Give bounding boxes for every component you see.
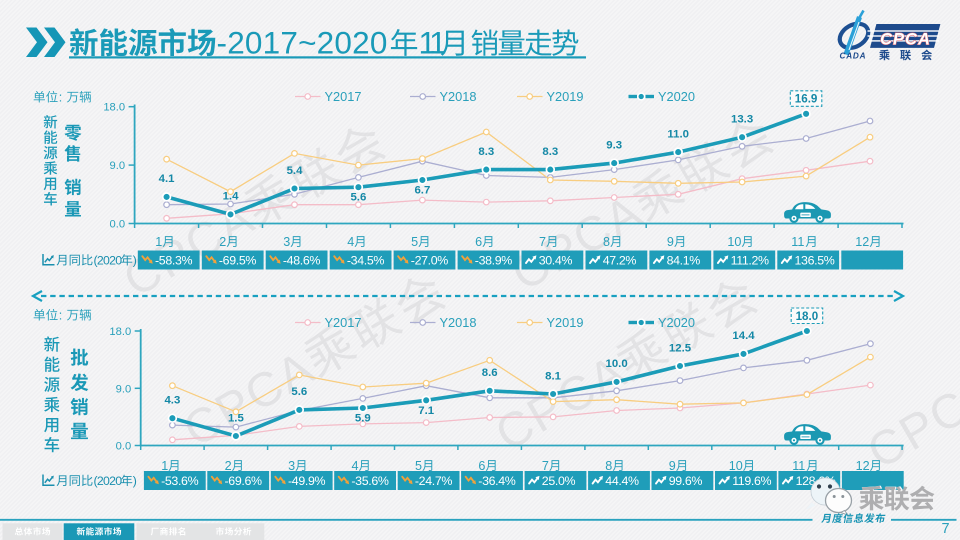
svg-text:9: 9 [669, 459, 676, 473]
svg-text:9.3: 9.3 [606, 139, 622, 151]
svg-text:-48.6%: -48.6% [283, 253, 320, 267]
svg-text:6: 6 [478, 459, 485, 473]
svg-text:-24.7%: -24.7% [415, 474, 452, 488]
svg-text:-38.9%: -38.9% [475, 253, 512, 267]
svg-text:Y2019: Y2019 [547, 89, 584, 104]
svg-text:3: 3 [283, 235, 290, 249]
svg-text:10: 10 [729, 459, 743, 473]
svg-text:(2020: (2020 [94, 254, 123, 268]
svg-text:47.2%: 47.2% [603, 253, 637, 267]
svg-text:12: 12 [856, 459, 870, 473]
svg-text:12.5: 12.5 [669, 342, 692, 354]
svg-text:7: 7 [941, 521, 949, 537]
svg-text:CPCA: CPCA [503, 185, 652, 302]
svg-text:2: 2 [219, 235, 226, 249]
svg-text::: : [59, 91, 63, 105]
svg-text:-36.4%: -36.4% [478, 474, 515, 488]
svg-text:): ) [133, 474, 137, 488]
svg-text:3: 3 [288, 459, 295, 473]
svg-text:99.6%: 99.6% [669, 474, 703, 488]
svg-text:10: 10 [727, 235, 741, 249]
svg-text:4: 4 [347, 235, 354, 249]
svg-text:5.6: 5.6 [350, 192, 366, 204]
svg-text:7.1: 7.1 [418, 405, 434, 417]
svg-text:Y2017: Y2017 [325, 315, 362, 330]
svg-text:18.0: 18.0 [103, 102, 125, 114]
svg-text:0.0: 0.0 [116, 441, 132, 453]
svg-text:-53.6%: -53.6% [161, 474, 198, 488]
svg-text:5: 5 [415, 459, 422, 473]
svg-text:9.0: 9.0 [116, 383, 132, 395]
svg-text::: : [59, 309, 63, 323]
svg-text:5.4: 5.4 [287, 165, 303, 177]
svg-text:1.5: 1.5 [228, 412, 244, 424]
svg-text:): ) [133, 254, 137, 268]
svg-text:12: 12 [855, 235, 869, 249]
svg-text:84.1%: 84.1% [667, 253, 701, 267]
svg-text:(2020: (2020 [94, 474, 123, 488]
svg-text:Y2018: Y2018 [440, 89, 477, 104]
svg-text:5.6: 5.6 [291, 386, 307, 398]
svg-text:8: 8 [603, 235, 610, 249]
svg-text:18.0: 18.0 [109, 326, 131, 338]
svg-text:4.1: 4.1 [159, 173, 175, 185]
svg-text:11: 11 [792, 459, 805, 473]
svg-text:25.0%: 25.0% [542, 474, 576, 488]
svg-text:9.0: 9.0 [110, 160, 126, 172]
svg-text:8.1: 8.1 [545, 370, 561, 382]
svg-text:-35.6%: -35.6% [351, 474, 388, 488]
svg-text:10.0: 10.0 [606, 358, 628, 370]
svg-text:30.4%: 30.4% [539, 253, 573, 267]
svg-text:8.3: 8.3 [478, 146, 494, 158]
svg-text:18.0: 18.0 [796, 310, 819, 323]
svg-text:8.3: 8.3 [542, 146, 558, 158]
svg-text:-34.5%: -34.5% [347, 253, 384, 267]
svg-text:4: 4 [352, 459, 359, 473]
svg-text:7: 7 [539, 235, 546, 249]
svg-text:7: 7 [542, 459, 549, 473]
svg-text:0.0: 0.0 [110, 219, 126, 231]
svg-text:CPCA: CPCA [859, 363, 960, 480]
svg-text:6.7: 6.7 [414, 185, 430, 197]
svg-text:-27.0%: -27.0% [411, 253, 448, 267]
svg-text:CPCA: CPCA [880, 30, 931, 48]
svg-text:44.4%: 44.4% [605, 474, 639, 488]
svg-text:16.9: 16.9 [795, 93, 818, 106]
svg-text:Y2020: Y2020 [658, 315, 695, 330]
svg-text:Y2019: Y2019 [547, 315, 584, 330]
svg-text:-58.3%: -58.3% [155, 253, 192, 267]
svg-text:CPCA: CPCA [175, 341, 324, 458]
svg-text:Y2020: Y2020 [658, 89, 695, 104]
svg-text:11: 11 [419, 25, 446, 61]
svg-text:136.5%: 136.5% [795, 253, 835, 267]
svg-text:5: 5 [411, 235, 418, 249]
svg-text:11.0: 11.0 [667, 128, 689, 140]
svg-text:1: 1 [155, 235, 162, 249]
svg-text:1.4: 1.4 [223, 191, 239, 203]
svg-text:-69.5%: -69.5% [219, 253, 256, 267]
svg-text:9: 9 [667, 235, 674, 249]
svg-text:5.9: 5.9 [355, 413, 371, 425]
svg-text:1: 1 [161, 459, 168, 473]
svg-text:111.2%: 111.2% [731, 253, 769, 267]
svg-text:8: 8 [605, 459, 612, 473]
svg-text:Y2017: Y2017 [325, 89, 362, 104]
svg-text:4.3: 4.3 [164, 395, 180, 407]
svg-text:6: 6 [475, 235, 482, 249]
svg-text:119.6%: 119.6% [732, 474, 771, 488]
svg-text:Y2018: Y2018 [440, 315, 477, 330]
svg-text:-49.9%: -49.9% [288, 474, 325, 488]
svg-text:14.4: 14.4 [732, 330, 755, 342]
svg-text:-2017~2020: -2017~2020 [217, 25, 388, 61]
svg-text:8.6: 8.6 [482, 367, 498, 379]
svg-text:CADA: CADA [840, 51, 867, 60]
svg-text:11: 11 [791, 235, 804, 249]
svg-text:13.3: 13.3 [731, 114, 753, 126]
svg-text:2: 2 [225, 459, 232, 473]
svg-text:-69.6%: -69.6% [225, 474, 262, 488]
